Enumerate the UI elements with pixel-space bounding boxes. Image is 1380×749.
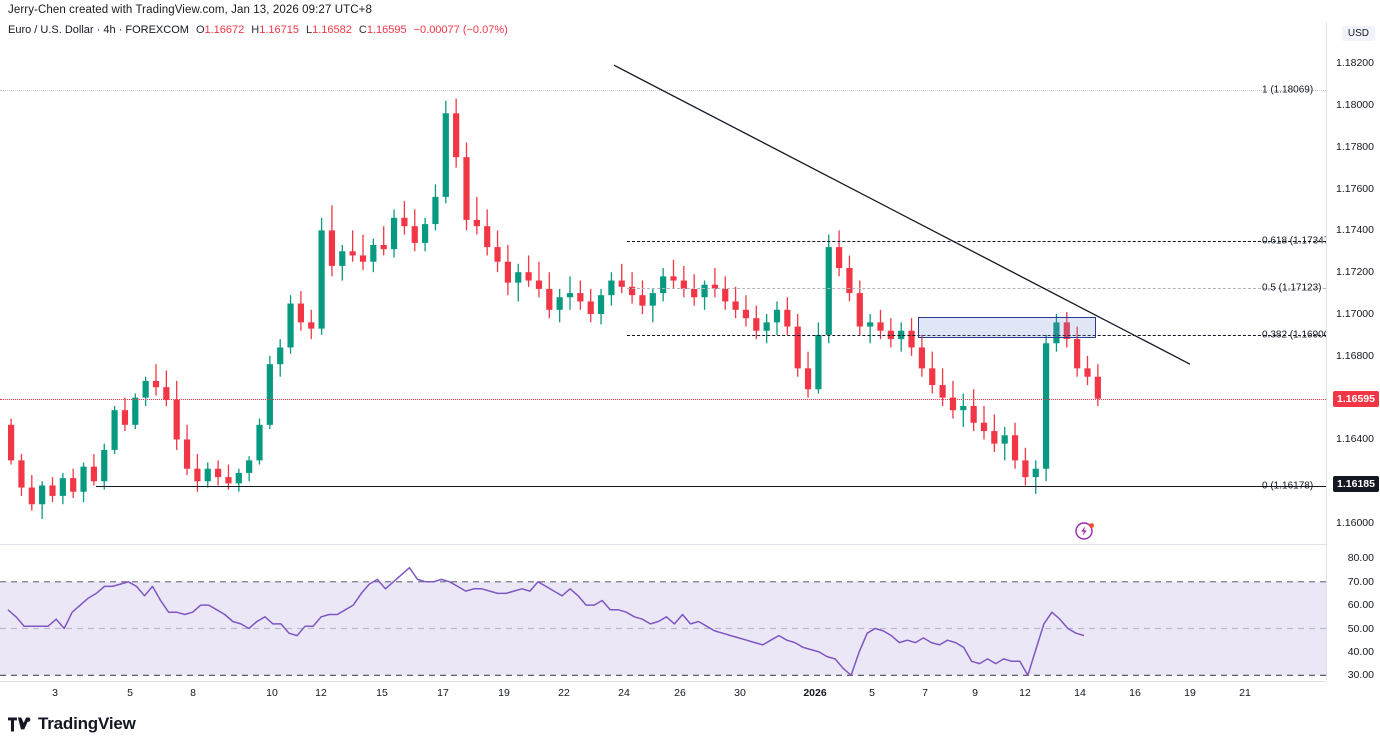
- time-axis-tick: 14: [1074, 687, 1086, 699]
- ohlc-open-value: 1.16672: [204, 24, 245, 36]
- price-axis-tick: 1.18000: [1336, 98, 1374, 111]
- fib-level-line-0_5: [627, 288, 1326, 290]
- ohlc-high-label: H: [251, 24, 260, 36]
- rsi-axis-tick: 30.00: [1347, 669, 1374, 682]
- fib-level-line-0: [96, 485, 1326, 487]
- ohlc-close-value: 1.16595: [366, 24, 407, 36]
- supply-zone-box[interactable]: [918, 317, 1096, 339]
- time-axis-tick: 16: [1129, 687, 1141, 699]
- fib-level-label: 1 (1.18069): [1262, 84, 1314, 96]
- time-axis-tick: 22: [558, 687, 570, 699]
- ohlc-low-value: 1.16582: [312, 24, 352, 36]
- time-axis-tick: 8: [190, 687, 196, 699]
- price-pane[interactable]: [0, 38, 1326, 544]
- time-axis-tick: 17: [437, 687, 449, 699]
- price-axis-tick: 1.17800: [1336, 140, 1374, 153]
- rsi-axis-tick: 60.00: [1347, 599, 1374, 612]
- ohlc-low-label: L: [305, 24, 313, 36]
- time-axis[interactable]: 3 5 8 10 12 15 17 19 22 24 26 30 2026 5 7 9 12 14 16 19 21: [0, 681, 1326, 707]
- attribution-text: Jerry-Chen created with TradingView.com,…: [8, 4, 372, 16]
- tradingview-mark-icon: [8, 716, 31, 732]
- time-axis-tick: 21: [1239, 687, 1251, 699]
- price-axis-tick: 1.17400: [1336, 224, 1374, 237]
- rsi-axis-tick: 40.00: [1347, 645, 1374, 658]
- tradingview-logo[interactable]: TradingView: [8, 714, 136, 734]
- time-axis-tick: 2026: [803, 687, 827, 699]
- rsi-pane[interactable]: [0, 549, 1326, 680]
- price-axis-tick: 1.17600: [1336, 182, 1374, 195]
- rsi-axis-tick: 70.00: [1347, 575, 1374, 588]
- symbol-title[interactable]: Euro / U.S. Dollar · 4h · FOREXCOM: [8, 24, 189, 36]
- time-axis-tick: 7: [922, 687, 928, 699]
- price-axis-unit: USD: [1341, 26, 1375, 41]
- fib-level-label: 0 (1.16178): [1262, 480, 1314, 492]
- last-price-line: [0, 398, 1326, 400]
- price-axis-tick: 1.16800: [1336, 349, 1374, 362]
- time-axis-tick: 24: [618, 687, 630, 699]
- fib-level-label: 0.5 (1.17123): [1262, 282, 1322, 294]
- fib-level-line-1: [0, 90, 1326, 92]
- price-axis-tick: 1.16000: [1336, 517, 1374, 530]
- time-axis-tick: 15: [376, 687, 388, 699]
- price-axis-tick: 1.18200: [1336, 57, 1374, 70]
- price-axis-tick: 1.16400: [1336, 433, 1374, 446]
- time-axis-tick: 30: [734, 687, 746, 699]
- tradingview-wordmark: TradingView: [38, 714, 136, 733]
- rsi-axis-tick: 80.00: [1347, 552, 1374, 565]
- time-axis-tick: 12: [1019, 687, 1031, 699]
- last-price-tag[interactable]: 1.16595: [1333, 390, 1379, 407]
- time-axis-tick: 19: [1184, 687, 1196, 699]
- pane-divider: [0, 544, 1326, 545]
- time-axis-tick: 3: [52, 687, 58, 699]
- ohlc-open-label: O: [195, 24, 205, 36]
- rsi-axis-tick: 50.00: [1347, 622, 1374, 635]
- fib-level-label: 0.618 (1.17347): [1262, 235, 1333, 247]
- time-axis-tick: 12: [315, 687, 327, 699]
- time-axis-tick: 10: [266, 687, 278, 699]
- price-axis-tick: 1.17000: [1336, 308, 1374, 320]
- fib-level-line-0_618: [627, 241, 1326, 243]
- time-axis-tick: 5: [869, 687, 875, 699]
- chart-legend: Euro / U.S. Dollar · 4h · FOREXCOM O 1.16…: [8, 24, 508, 36]
- fib-level-label: 0.382 (1.16900): [1262, 329, 1333, 341]
- ohlc-close-label: C: [358, 24, 367, 36]
- price-change: −0.00077 (−0.07%): [413, 24, 508, 36]
- time-axis-tick: 9: [972, 687, 978, 699]
- fib-zero-price-tag[interactable]: 1.16185: [1333, 476, 1379, 493]
- price-axis[interactable]: USD 1.18200 1.18000 1.17800 1.17600 1.17400 1…: [1326, 22, 1380, 682]
- time-axis-tick: 26: [674, 687, 686, 699]
- rsi-plot: [0, 566, 1326, 677]
- lightning-badge-icon[interactable]: [1073, 518, 1097, 547]
- time-axis-tick: 19: [498, 687, 510, 699]
- time-axis-tick: 5: [127, 687, 133, 699]
- price-axis-tick: 1.17200: [1336, 266, 1374, 279]
- ohlc-high-value: 1.16715: [259, 24, 299, 36]
- candlestick-plot: [8, 98, 1101, 519]
